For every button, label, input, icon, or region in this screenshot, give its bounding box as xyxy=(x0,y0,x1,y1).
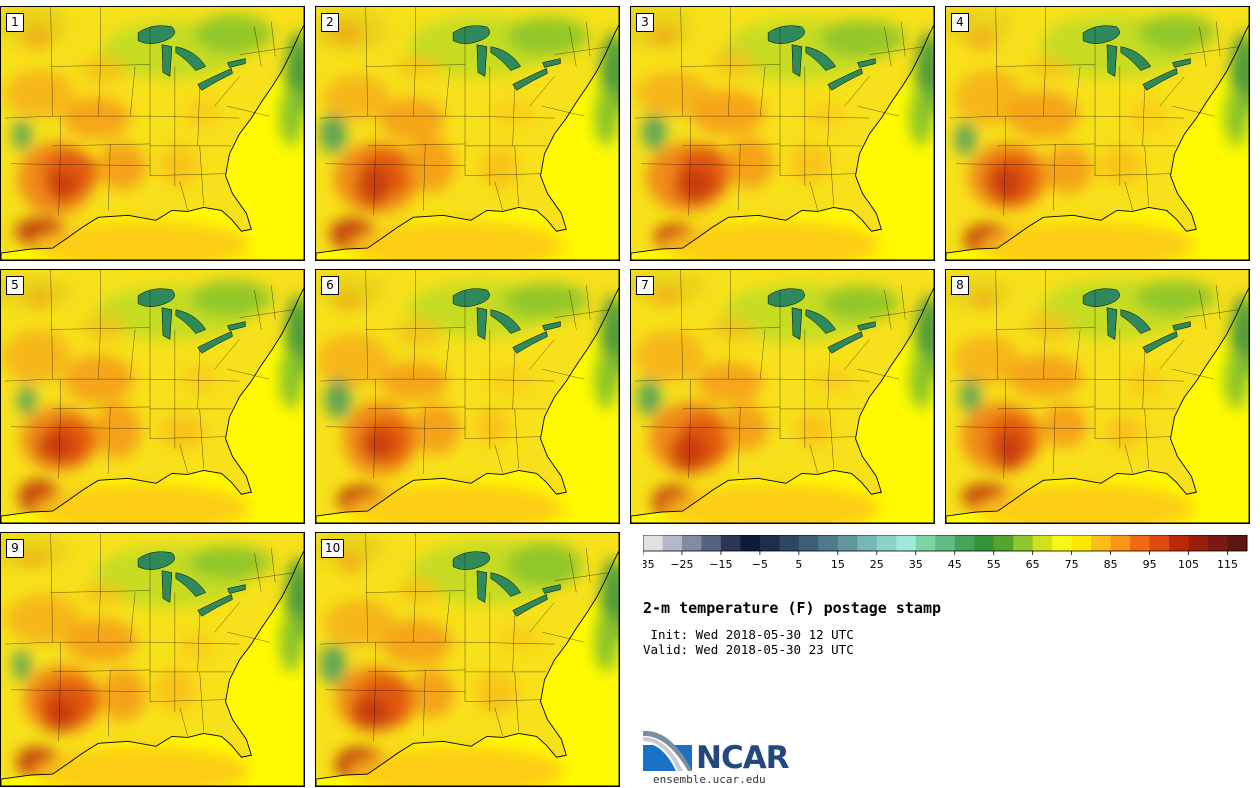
colorbar-swatch xyxy=(1091,535,1112,551)
colorbar-swatch xyxy=(1227,535,1248,551)
colorbar-tick-label: 75 xyxy=(1065,558,1079,571)
member-panel[interactable]: 2 xyxy=(315,6,620,261)
member-panel[interactable]: 10 xyxy=(315,532,620,787)
colorbar-swatch xyxy=(896,535,917,551)
colorbar-tick-label: 25 xyxy=(870,558,884,571)
member-panel[interactable]: 1 xyxy=(0,6,305,261)
colorbar-swatch xyxy=(1208,535,1229,551)
colorbar-tick-label: 5 xyxy=(795,558,802,571)
colorbar-swatch xyxy=(857,535,878,551)
temperature-map xyxy=(946,7,1249,260)
member-panel[interactable]: 7 xyxy=(630,269,935,524)
colorbar-tick-label: 65 xyxy=(1026,558,1040,571)
colorbar-swatch xyxy=(1110,535,1131,551)
colorbar-swatch xyxy=(818,535,839,551)
colorbar-tick-label: 15 xyxy=(831,558,845,571)
colorbar-swatch xyxy=(993,535,1014,551)
init-time: Init: Wed 2018-05-30 12 UTC xyxy=(643,627,854,642)
colorbar-swatch xyxy=(915,535,936,551)
colorbar-tick-label: 115 xyxy=(1217,558,1238,571)
temperature-map xyxy=(1,533,304,786)
temperature-map xyxy=(316,270,619,523)
colorbar-swatch xyxy=(974,535,995,551)
colorbar-swatch xyxy=(759,535,780,551)
ncar-logo-text: NCAR xyxy=(696,740,790,776)
colorbar-swatch xyxy=(681,535,702,551)
colorbar-swatch xyxy=(1130,535,1151,551)
colorbar-tick-label: −35 xyxy=(643,558,655,571)
temperature-map xyxy=(1,270,304,523)
colorbar-tick-label: 105 xyxy=(1178,558,1199,571)
member-number-label: 5 xyxy=(6,276,24,295)
colorbar-swatch xyxy=(1032,535,1053,551)
colorbar-tick-label: 95 xyxy=(1143,558,1157,571)
member-number-label: 9 xyxy=(6,539,24,558)
colorbar-swatch xyxy=(1071,535,1092,551)
ncar-swoosh-icon xyxy=(643,731,692,771)
member-number-label: 7 xyxy=(636,276,654,295)
colorbar-swatch xyxy=(798,535,819,551)
temperature-map xyxy=(631,7,934,260)
temperature-map xyxy=(946,270,1249,523)
member-number-label: 6 xyxy=(321,276,339,295)
colorbar-tick-label: −25 xyxy=(670,558,693,571)
colorbar-tick-label: −5 xyxy=(752,558,768,571)
member-number-label: 1 xyxy=(6,13,24,32)
member-panel[interactable]: 5 xyxy=(0,269,305,524)
colorbar-swatch xyxy=(662,535,683,551)
colorbar-swatch xyxy=(701,535,722,551)
temperature-map xyxy=(316,7,619,260)
member-number-label: 4 xyxy=(951,13,969,32)
colorbar-tick-label: 55 xyxy=(987,558,1001,571)
temperature-map xyxy=(316,533,619,786)
member-number-label: 3 xyxy=(636,13,654,32)
colorbar-tick-label: 45 xyxy=(948,558,962,571)
member-number-label: 10 xyxy=(321,539,345,558)
member-panel[interactable]: 4 xyxy=(945,6,1250,261)
product-title: 2-m temperature (F) postage stamp xyxy=(643,599,942,617)
member-number-label: 8 xyxy=(951,276,969,295)
valid-time: Valid: Wed 2018-05-30 23 UTC xyxy=(643,642,854,657)
temperature-colorbar: −35 −25 −15 −5 5 15 25 35 45 55 65 75 85 95 105 115 xyxy=(643,535,1248,571)
colorbar-outline xyxy=(643,535,1248,552)
colorbar-tick-label: 35 xyxy=(909,558,923,571)
colorbar-swatch xyxy=(935,535,956,551)
colorbar-swatch xyxy=(1149,535,1170,551)
member-number-label: 2 xyxy=(321,13,339,32)
colorbar-swatch xyxy=(876,535,897,551)
colorbar-swatch xyxy=(1169,535,1190,551)
colorbar-swatch xyxy=(720,535,741,551)
colorbar-swatch xyxy=(837,535,858,551)
member-panel[interactable]: 6 xyxy=(315,269,620,524)
colorbar-swatch xyxy=(1013,535,1034,551)
colorbar-swatch xyxy=(779,535,800,551)
colorbar-swatch xyxy=(1052,535,1073,551)
colorbar-tick-label: −15 xyxy=(709,558,732,571)
temperature-map xyxy=(1,7,304,260)
temperature-map xyxy=(631,270,934,523)
colorbar-swatch xyxy=(643,535,663,551)
member-panel[interactable]: 8 xyxy=(945,269,1250,524)
member-panel[interactable]: 9 xyxy=(0,532,305,787)
ncar-logo[interactable]: NCAR ensemble.ucar.edu xyxy=(643,731,793,787)
colorbar-tick-label: 85 xyxy=(1104,558,1118,571)
colorbar-swatch xyxy=(740,535,761,551)
colorbar-swatch xyxy=(954,535,975,551)
member-panel[interactable]: 3 xyxy=(630,6,935,261)
colorbar-swatch xyxy=(1188,535,1209,551)
logo-url[interactable]: ensemble.ucar.edu xyxy=(653,773,766,786)
